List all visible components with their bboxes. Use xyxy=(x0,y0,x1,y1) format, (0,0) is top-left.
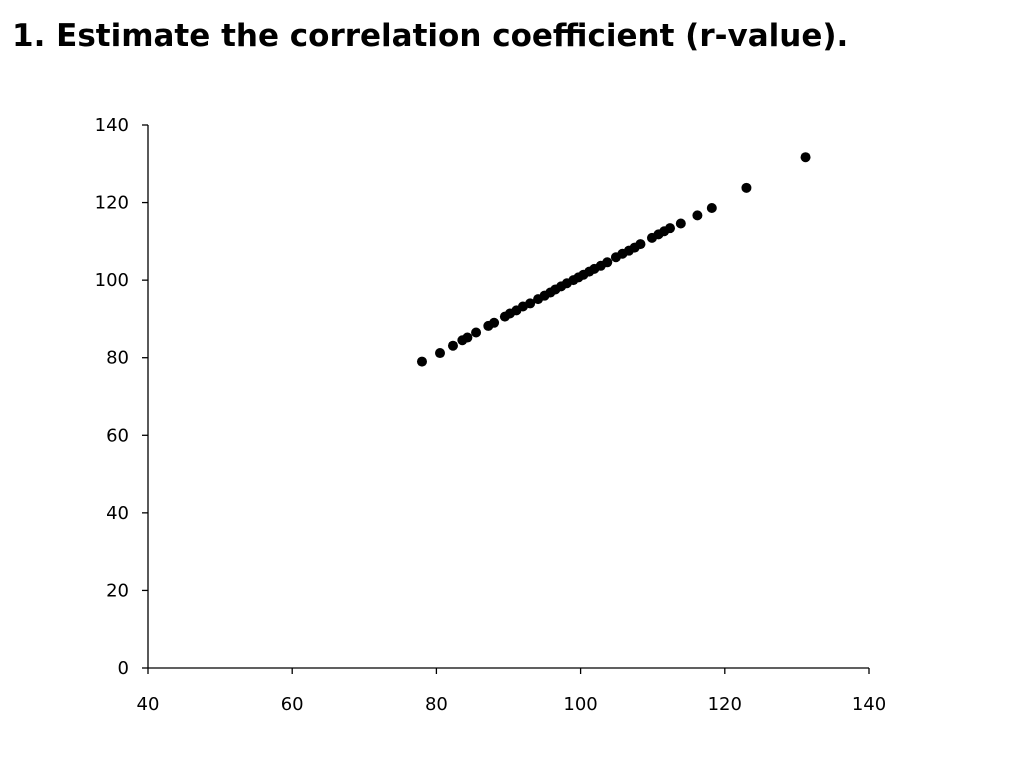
x-tick-label: 100 xyxy=(563,694,597,715)
data-point xyxy=(471,327,482,338)
data-point xyxy=(525,298,536,309)
x-axis-ticks: 40 60 80 100 120 140 xyxy=(137,668,886,715)
data-point xyxy=(675,218,686,229)
y-tick-label: 80 xyxy=(106,348,129,369)
data-point xyxy=(665,223,676,234)
y-tick-label: 100 xyxy=(95,270,129,291)
data-points xyxy=(416,152,811,367)
slide-title: 1. Estimate the correlation coefficient … xyxy=(12,18,849,54)
y-axis-ticks: 0 20 40 60 80 100 120 140 xyxy=(95,115,148,679)
y-tick-label: 140 xyxy=(95,115,129,136)
x-tick-label: 60 xyxy=(281,694,304,715)
data-point xyxy=(602,257,613,268)
data-point xyxy=(741,182,752,193)
x-tick-label: 80 xyxy=(425,694,448,715)
data-point xyxy=(462,332,473,343)
y-tick-label: 60 xyxy=(106,425,129,446)
data-point xyxy=(489,317,500,328)
y-tick-label: 0 xyxy=(118,658,129,679)
data-point xyxy=(692,210,703,221)
data-point xyxy=(800,152,811,163)
y-tick-label: 120 xyxy=(95,193,129,214)
data-point xyxy=(706,203,717,214)
y-tick-label: 40 xyxy=(106,503,129,524)
chart-axes xyxy=(147,125,869,669)
data-point xyxy=(435,348,446,359)
x-tick-label: 120 xyxy=(708,694,742,715)
x-tick-label: 40 xyxy=(137,694,160,715)
data-point xyxy=(447,340,458,351)
x-tick-label: 140 xyxy=(852,694,886,715)
y-tick-label: 20 xyxy=(106,580,129,601)
data-point xyxy=(635,239,646,250)
data-point xyxy=(416,356,427,367)
